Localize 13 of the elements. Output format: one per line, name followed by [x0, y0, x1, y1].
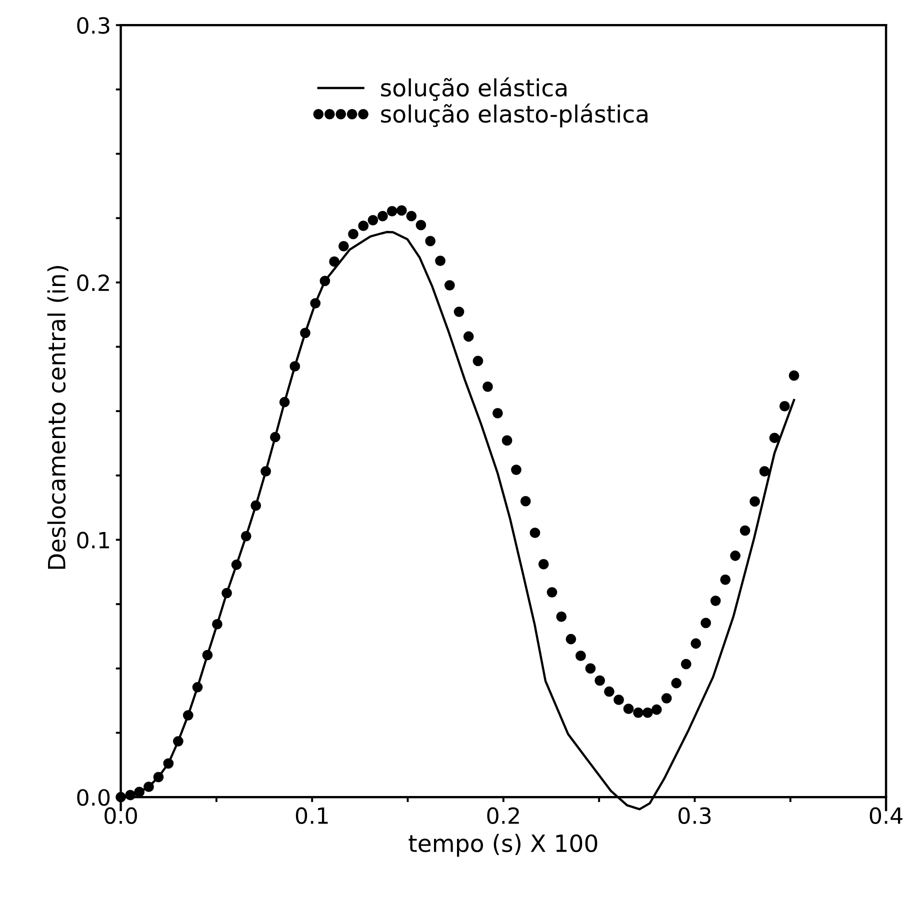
x-tick-label: 0.0	[104, 807, 137, 824]
y-tick-label: 0.3	[77, 17, 110, 34]
y-tick-label: 0.1	[77, 532, 110, 549]
y-tick-label: 0.2	[77, 274, 109, 292]
y-tick-label: 0.0	[77, 789, 110, 806]
legend-label: solução elástica	[381, 77, 566, 101]
x-axis-title: tempo (s) X 100	[408, 834, 598, 857]
x-tick-label: 0.1	[296, 807, 328, 824]
x-tick-label: 0.2	[487, 807, 519, 824]
y-axis-title: Deslocamento central (in)	[47, 266, 68, 569]
legend-label: solução elasto-plástica	[381, 104, 648, 128]
x-tick-label: 0.4	[870, 807, 902, 824]
x-tick-label: 0.3	[678, 807, 711, 824]
